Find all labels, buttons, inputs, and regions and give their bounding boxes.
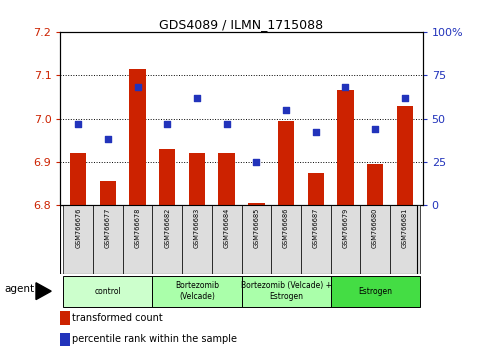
Bar — [242, 276, 330, 307]
Bar — [123, 205, 153, 274]
Bar — [367, 164, 384, 205]
Text: percentile rank within the sample: percentile rank within the sample — [72, 335, 237, 344]
Bar — [60, 333, 70, 346]
Text: GSM766680: GSM766680 — [372, 207, 378, 248]
Bar — [182, 205, 212, 274]
Polygon shape — [36, 283, 51, 299]
Bar — [360, 205, 390, 274]
Text: control: control — [95, 287, 121, 296]
Bar — [60, 312, 70, 325]
Bar — [308, 173, 324, 205]
Bar — [218, 153, 235, 205]
Text: GSM766687: GSM766687 — [313, 207, 319, 248]
Bar — [271, 205, 301, 274]
Bar — [248, 203, 265, 205]
Text: GSM766679: GSM766679 — [342, 207, 348, 248]
Bar — [189, 153, 205, 205]
Text: Bortezomib
(Velcade): Bortezomib (Velcade) — [175, 281, 219, 301]
Point — [163, 121, 171, 127]
Text: GSM766677: GSM766677 — [105, 207, 111, 248]
Bar — [301, 205, 330, 274]
Point — [401, 95, 409, 101]
Point — [104, 137, 112, 142]
Point — [74, 121, 82, 127]
Bar — [397, 105, 413, 205]
Bar — [99, 182, 116, 205]
Text: GSM766676: GSM766676 — [75, 207, 81, 248]
Bar — [63, 276, 153, 307]
Text: Bortezomib (Velcade) +
Estrogen: Bortezomib (Velcade) + Estrogen — [241, 281, 331, 301]
Point — [253, 159, 260, 165]
Bar — [330, 276, 420, 307]
Bar — [70, 153, 86, 205]
Text: GSM766678: GSM766678 — [135, 207, 141, 248]
Bar — [129, 69, 146, 205]
Bar — [212, 205, 242, 274]
Bar — [153, 205, 182, 274]
Point — [312, 130, 320, 135]
Bar — [278, 121, 294, 205]
Text: GSM766682: GSM766682 — [164, 207, 170, 248]
Text: transformed count: transformed count — [72, 313, 163, 323]
Point — [341, 85, 349, 90]
Bar — [390, 205, 420, 274]
Bar — [159, 149, 175, 205]
Text: Estrogen: Estrogen — [358, 287, 392, 296]
Point — [282, 107, 290, 113]
Bar — [337, 90, 354, 205]
Text: GSM766683: GSM766683 — [194, 207, 200, 248]
Text: GSM766686: GSM766686 — [283, 207, 289, 248]
Bar — [242, 205, 271, 274]
Text: GSM766685: GSM766685 — [254, 207, 259, 248]
Point — [371, 126, 379, 132]
Bar — [330, 205, 360, 274]
Bar — [153, 276, 242, 307]
Title: GDS4089 / ILMN_1715088: GDS4089 / ILMN_1715088 — [159, 18, 324, 31]
Point — [193, 95, 201, 101]
Text: GSM766684: GSM766684 — [224, 207, 229, 248]
Bar — [63, 205, 93, 274]
Text: GSM766681: GSM766681 — [402, 207, 408, 248]
Text: agent: agent — [5, 284, 35, 295]
Point — [223, 121, 230, 127]
Point — [134, 85, 142, 90]
Bar — [93, 205, 123, 274]
